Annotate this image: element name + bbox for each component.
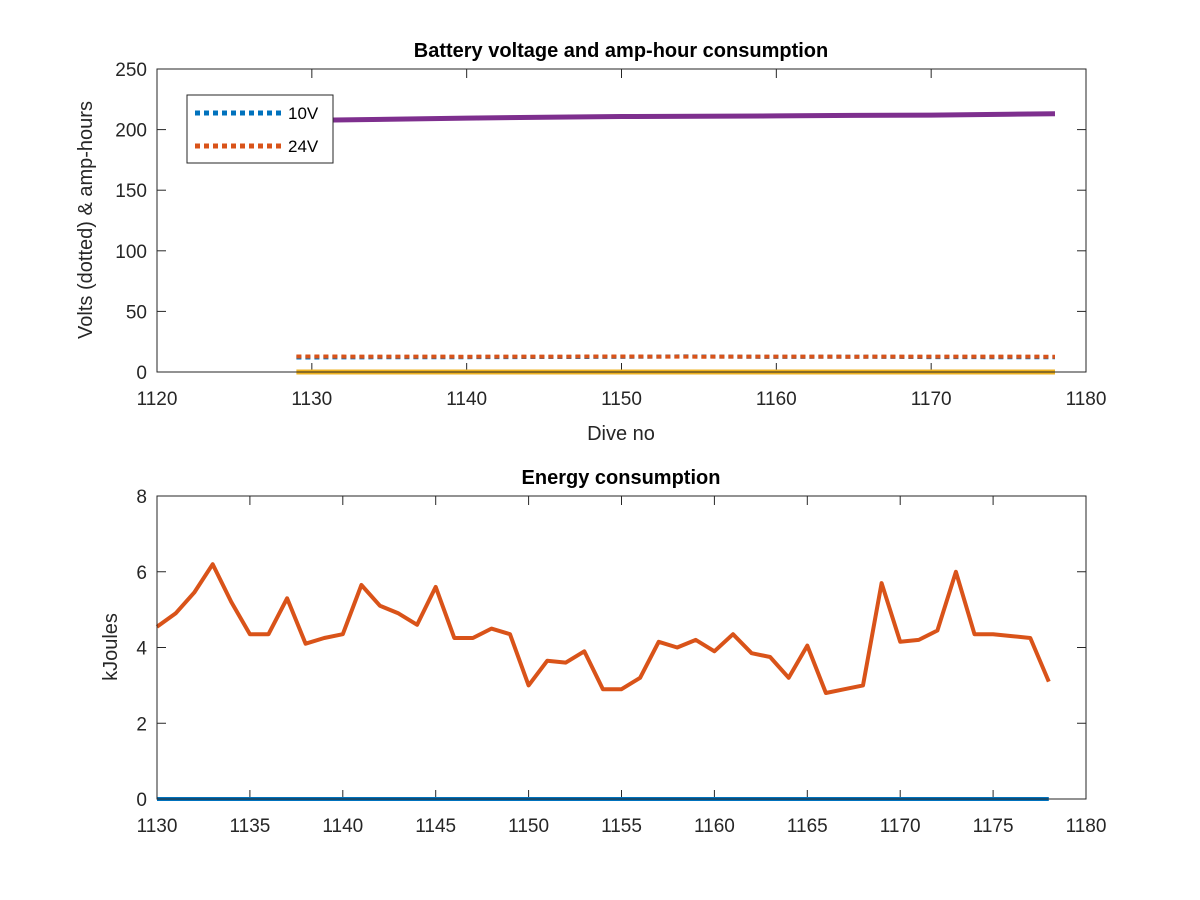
y-axis-label: kJoules: [100, 613, 122, 681]
chart-title: Energy consumption: [522, 467, 721, 489]
y-tick-label: 6: [136, 563, 147, 584]
x-axis-label: Dive no: [587, 423, 655, 445]
x-tick-label: 1175: [973, 816, 1014, 837]
x-tick-label: 1170: [911, 389, 952, 410]
axes-box: [156, 495, 1087, 800]
y-tick-label: 8: [136, 487, 147, 508]
x-tick-label: 1120: [137, 389, 178, 410]
x-tick-label: 1130: [137, 816, 178, 837]
x-tick-label: 1140: [322, 816, 363, 837]
energy-chart: Energy consumption kJoules 1130 1135 1140 1…: [100, 467, 1106, 837]
y-tick-label: 2: [136, 714, 147, 735]
y-axis-label: Volts (dotted) & amp-hours: [75, 101, 97, 339]
series-line-2: [296, 111, 1056, 123]
y-tick-label: 200: [115, 121, 147, 142]
x-tick-label: 1170: [880, 816, 921, 837]
x-tick-label: 1150: [601, 389, 642, 410]
x-tick-label: 1135: [229, 816, 270, 837]
legend-label-24v: 24V: [288, 137, 319, 156]
y-tick-label: 0: [136, 790, 147, 811]
legend-label-10v: 10V: [288, 104, 319, 123]
tick-group: 1120 1130 1140 1150 1160 1170 1180 0 50 100 150 200…: [115, 60, 1106, 410]
plot-area: [157, 496, 1086, 799]
x-tick-label: 1160: [694, 816, 735, 837]
axes-box: [156, 68, 1087, 373]
chart-title: Battery voltage and amp-hour consumption: [414, 40, 828, 62]
y-tick-label: 100: [115, 242, 147, 263]
y-tick-label: 250: [115, 60, 147, 81]
y-tick-label: 4: [136, 639, 147, 660]
x-tick-label: 1155: [601, 816, 642, 837]
y-tick-label: 0: [136, 363, 147, 384]
x-tick-label: 1160: [756, 389, 797, 410]
voltage-amphour-chart: Battery voltage and amp-hour consumption…: [75, 40, 1106, 445]
legend: 10V 24V: [186, 94, 334, 164]
x-tick-label: 1180: [1066, 816, 1107, 837]
x-tick-label: 1165: [787, 816, 828, 837]
x-tick-label: 1140: [446, 389, 487, 410]
tick-group: 1130 1135 1140 1145 1150 1155 1160 1165 1170 1175…: [136, 487, 1106, 837]
x-tick-label: 1145: [415, 816, 456, 837]
x-tick-label: 1130: [291, 389, 332, 410]
y-tick-label: 50: [126, 302, 147, 323]
series-line-0: [155, 562, 1051, 695]
legend-box: [186, 94, 334, 164]
x-tick-label: 1180: [1066, 389, 1107, 410]
x-tick-label: 1150: [508, 816, 549, 837]
y-tick-label: 150: [115, 181, 147, 202]
